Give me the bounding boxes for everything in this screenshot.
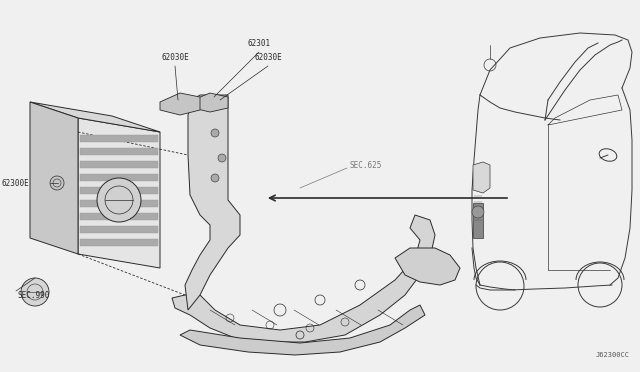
Circle shape xyxy=(211,129,219,137)
Polygon shape xyxy=(180,305,425,355)
Circle shape xyxy=(97,178,141,222)
Polygon shape xyxy=(78,118,160,268)
Text: SEC.625: SEC.625 xyxy=(350,160,382,170)
Polygon shape xyxy=(80,174,158,181)
Text: SEC.990: SEC.990 xyxy=(18,291,51,299)
Polygon shape xyxy=(172,215,435,342)
Polygon shape xyxy=(30,102,78,254)
Circle shape xyxy=(218,154,226,162)
Polygon shape xyxy=(395,248,460,285)
Circle shape xyxy=(50,176,64,190)
Text: 62030E: 62030E xyxy=(254,53,282,62)
Text: 62301: 62301 xyxy=(248,39,271,48)
Circle shape xyxy=(21,278,49,306)
Text: J62300CC: J62300CC xyxy=(596,352,630,358)
Polygon shape xyxy=(80,200,158,207)
Polygon shape xyxy=(80,239,158,246)
Text: 62300E: 62300E xyxy=(2,179,29,187)
Polygon shape xyxy=(80,161,158,168)
Polygon shape xyxy=(80,213,158,220)
Polygon shape xyxy=(80,148,158,155)
Polygon shape xyxy=(80,187,158,194)
Polygon shape xyxy=(193,93,228,112)
Polygon shape xyxy=(80,226,158,233)
Polygon shape xyxy=(185,95,240,310)
Bar xyxy=(473,203,483,238)
Circle shape xyxy=(211,174,219,182)
Polygon shape xyxy=(30,102,160,132)
Text: 62030E: 62030E xyxy=(161,53,189,62)
Polygon shape xyxy=(160,93,200,115)
Circle shape xyxy=(472,206,484,218)
Polygon shape xyxy=(80,135,158,142)
Polygon shape xyxy=(473,162,490,193)
